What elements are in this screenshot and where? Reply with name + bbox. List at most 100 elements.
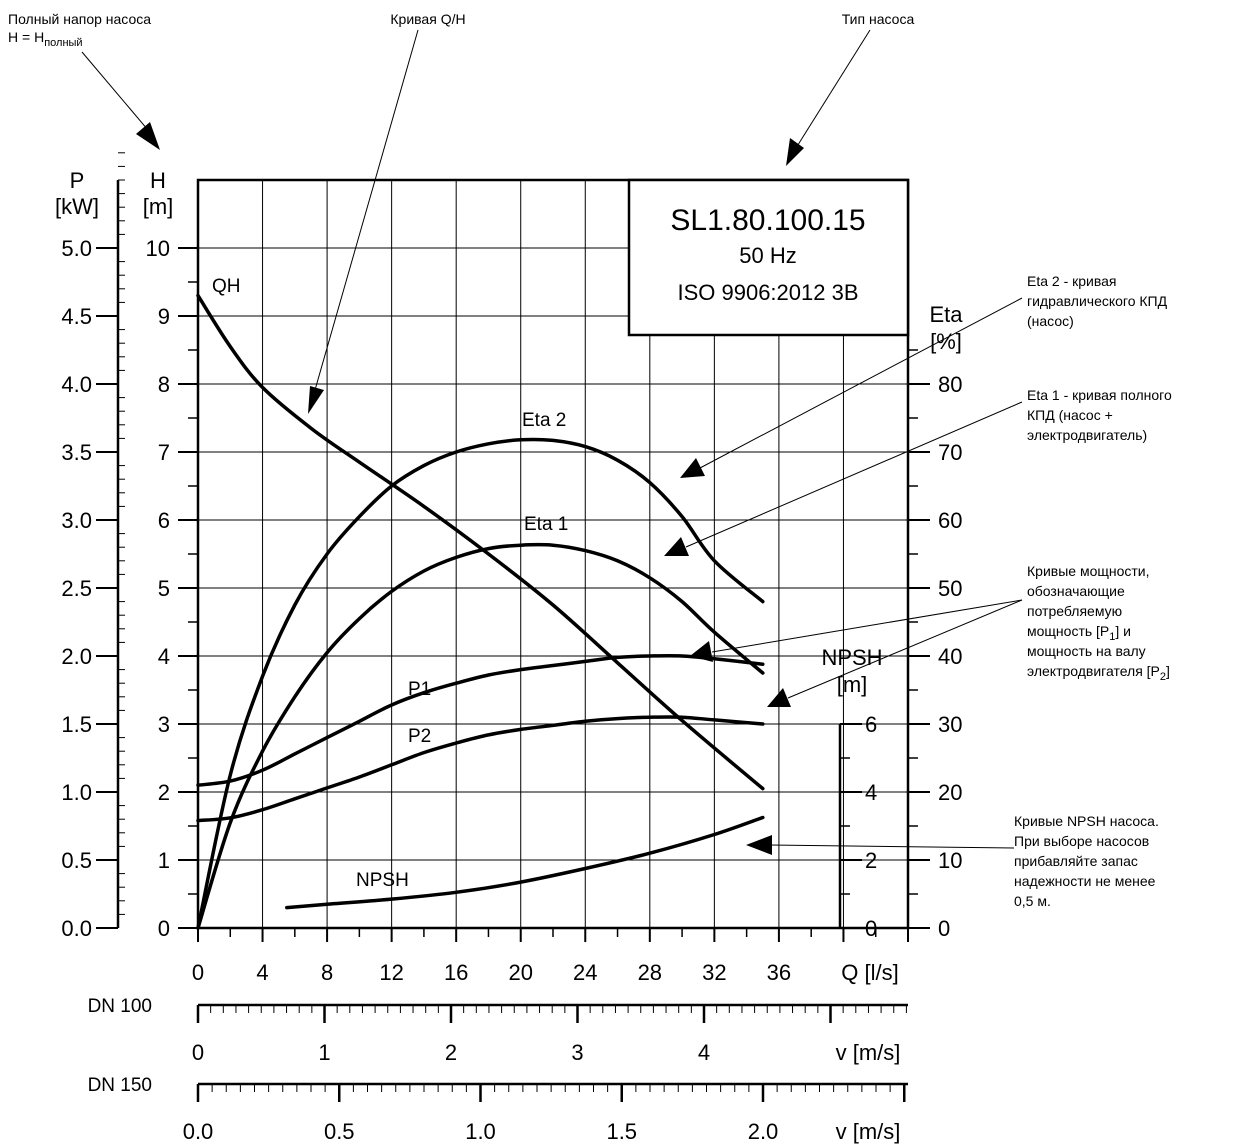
eta-axis-tick-label: 60: [938, 508, 962, 533]
curve-eta2: [196, 437, 765, 930]
eta-axis-tick-label: 70: [938, 440, 962, 465]
eta-axis-tick-label: 30: [938, 712, 962, 737]
dn100-axis-tick-label: 2: [445, 1040, 457, 1065]
label-eta2: Eta 2: [522, 410, 566, 431]
h-axis-tick-label: 3: [158, 712, 170, 737]
curve-qh: [196, 293, 765, 791]
arrowhead-eta2: [680, 458, 705, 478]
q-axis-tick-label: 16: [444, 960, 468, 985]
p-axis-unit: [kW]: [55, 194, 99, 219]
leader-npsh: [769, 844, 1015, 849]
dn150-label: DN 150: [88, 1075, 152, 1096]
p-axis-tick-label: 0.5: [61, 848, 92, 873]
eta-axis-tick-label: 10: [938, 848, 962, 873]
q-axis-tick-label: 32: [702, 960, 726, 985]
q-axis-tick-label: 4: [256, 960, 268, 985]
label-eta1: Eta 1: [524, 514, 568, 535]
leader-power-p1: [711, 599, 1023, 653]
dn150-axis-tick-label: 1.0: [465, 1119, 496, 1144]
arrowhead-pump-type: [786, 138, 804, 166]
p-axis-tick-label: 0.0: [61, 916, 92, 941]
q-axis-title: Q [l/s]: [841, 960, 898, 985]
annotation-total-head-line1: Полный напор насоса: [8, 11, 151, 27]
h-axis-title: H: [150, 168, 166, 193]
curves: [196, 293, 765, 930]
npsh-axis-tick-label: 6: [865, 712, 877, 737]
p-axis-tick-label: 1.5: [61, 712, 92, 737]
annotation-power-line5: мощность на валу: [1027, 643, 1146, 659]
q-axis-tick-label: 12: [379, 960, 403, 985]
annotation-npsh: Кривые NPSH насоса. При выборе насосов п…: [1014, 813, 1163, 909]
q-axis-tick-label: 20: [508, 960, 532, 985]
dn150-axis-tick-label: 1.5: [606, 1119, 637, 1144]
q-axis-tick-label: 36: [767, 960, 791, 985]
dn100-label: DN 100: [88, 996, 152, 1017]
h-axis-tick-label: 1: [158, 848, 170, 873]
npsh-axis-tick-label: 0: [865, 916, 877, 941]
leader-qh-curve: [314, 29, 419, 391]
curve-p1: [196, 653, 765, 787]
p-axis-tick-label: 1.0: [61, 780, 92, 805]
eta-axis-tick-label: 0: [938, 916, 950, 941]
h-axis-tick-label: 7: [158, 440, 170, 465]
dn150-axis-tick-label: 0.0: [183, 1119, 214, 1144]
p-axis-tick-label: 5.0: [61, 236, 92, 261]
leader-eta1: [685, 401, 1023, 548]
p-axis-tick-label: 2.0: [61, 644, 92, 669]
leader-pump-type: [795, 29, 871, 149]
eta-axis-unit: [%]: [930, 329, 962, 354]
dn100-axis-tick-label: 4: [698, 1040, 710, 1065]
leader-arrowheads: [136, 122, 804, 855]
eta-axis-tick-label: 80: [938, 372, 962, 397]
arrowhead-total-head: [136, 122, 160, 150]
p-axis-tick-label: 3.5: [61, 440, 92, 465]
eta-axis-tick-label: 50: [938, 576, 962, 601]
label-p1: P1: [408, 679, 431, 700]
h-axis-tick-label: 0: [158, 916, 170, 941]
q-axis-tick-label: 8: [321, 960, 333, 985]
label-npsh: NPSH: [356, 870, 409, 891]
q-axis-tick-label: 0: [192, 960, 204, 985]
leader-eta2: [699, 297, 1023, 469]
dn150-axis-tick-label: 2.0: [748, 1119, 779, 1144]
h-axis-tick-label: 4: [158, 644, 170, 669]
eta-axis-tick-label: 40: [938, 644, 962, 669]
pump-frequency: 50 Hz: [739, 243, 796, 268]
eta-axis-title: Eta: [929, 302, 963, 327]
h-axis-tick-label: 2: [158, 780, 170, 805]
label-qh: QH: [212, 276, 241, 297]
npsh-axis-tick-label: 4: [865, 780, 877, 805]
q-axis-tick-label: 24: [573, 960, 597, 985]
annotation-eta2: Eta 2 - кривая гидравлического КПД (насо…: [1027, 273, 1171, 329]
dn100-axis-tick-label: 0: [192, 1040, 204, 1065]
dn100-v-title: v [m/s]: [836, 1040, 901, 1065]
annotation-eta1: Eta 1 - кривая полного КПД (насос + элек…: [1027, 387, 1176, 443]
arrowhead-npsh: [746, 835, 772, 855]
curve-eta1: [196, 542, 765, 930]
dn100-axis-tick-label: 3: [571, 1040, 583, 1065]
eta-axis-tick-label: 20: [938, 780, 962, 805]
arrowhead-qh-curve: [308, 386, 324, 414]
arrowhead-power-p1: [690, 641, 713, 662]
h-axis-tick-label: 10: [146, 236, 170, 261]
annotation-pump-type: Тип насоса: [842, 11, 915, 27]
leader-total-head: [81, 51, 149, 131]
p-axis-tick-label: 4.5: [61, 304, 92, 329]
p-axis-tick-label: 2.5: [61, 576, 92, 601]
npsh-axis-unit: [m]: [837, 672, 868, 697]
arrowhead-power-p2: [767, 688, 791, 707]
arrowhead-eta1: [664, 537, 689, 556]
npsh-axis-tick-label: 2: [865, 848, 877, 873]
h-axis-tick-label: 8: [158, 372, 170, 397]
p-axis-title: P: [70, 168, 85, 193]
leader-lines: [81, 29, 1023, 849]
pump-info-box: [627, 178, 910, 337]
annotation-power-line4: мощность [P1] и: [1027, 623, 1131, 643]
npsh-axis-title: NPSH: [821, 645, 882, 670]
q-axis-tick-label: 28: [638, 960, 662, 985]
h-axis-unit: [m]: [143, 194, 174, 219]
p-axis-tick-label: 4.0: [61, 372, 92, 397]
pump-model: SL1.80.100.15: [670, 204, 865, 237]
h-axis-tick-label: 9: [158, 304, 170, 329]
annotation-qh-curve: Кривая Q/H: [390, 11, 465, 27]
